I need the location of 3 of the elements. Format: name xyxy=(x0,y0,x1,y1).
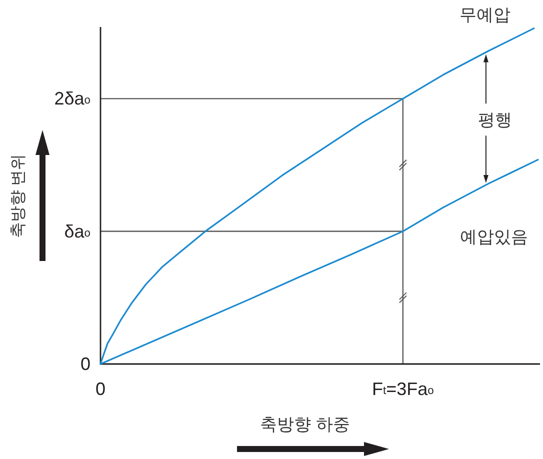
annotation: 평행 xyxy=(478,110,512,130)
ylabel: 축방향 변위 xyxy=(10,154,26,238)
xlabel: 축방향 하중 xyxy=(260,414,350,434)
